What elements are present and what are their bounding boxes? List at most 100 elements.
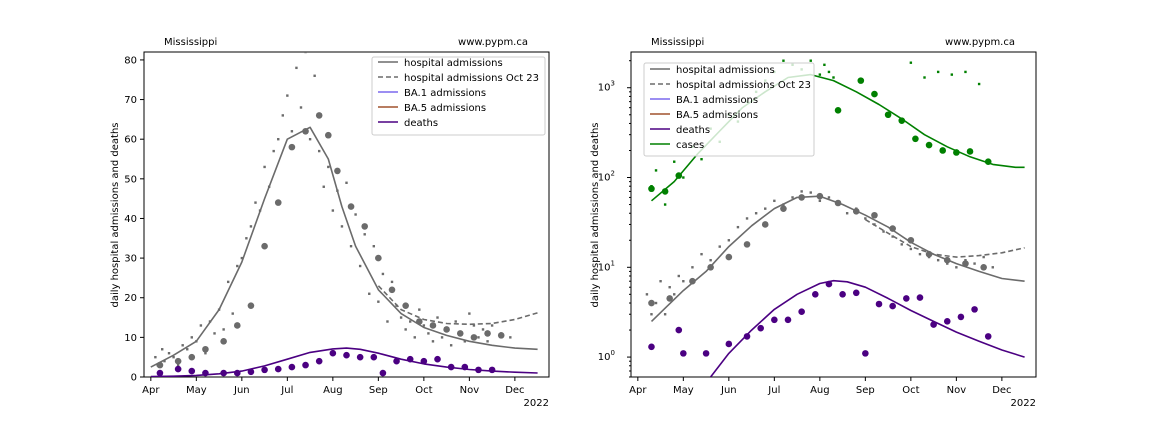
y-tick-label: 103 <box>598 80 615 94</box>
hospital-admissions-weekly-point <box>725 253 733 261</box>
right-axis-ticks: Apr May Jun Jul Aug Sep Oct Nov Dec 100 101 102 103 <box>598 60 1012 396</box>
legend-label: cases <box>676 140 704 151</box>
hospital-admissions-daily-point <box>727 239 731 242</box>
legend-label: BA.5 admissions <box>676 110 758 121</box>
hospital-admissions-daily-point <box>650 313 653 316</box>
hospital-admissions-daily-point <box>249 225 253 228</box>
hospital-admissions-weekly-point <box>429 322 437 329</box>
hospital-admissions-daily-point <box>327 165 330 169</box>
hospital-admissions-daily-point <box>973 262 976 265</box>
hospital-admissions-daily-point <box>691 266 694 269</box>
hospital-admissions-daily-point <box>718 245 721 248</box>
hospital-admissions-daily-point <box>882 230 885 233</box>
left-axis-ticks: Apr May Jun Jul Aug Sep Oct Nov Dec 0 10 20 30 40 50 60… <box>124 55 524 396</box>
left-data-layer <box>150 52 538 377</box>
cases-daily-point <box>654 169 658 172</box>
deaths-weekly-point <box>916 294 924 301</box>
hospital-admissions-daily-point <box>231 312 234 315</box>
hospital-admissions-daily-point <box>204 352 207 355</box>
x-tick-label: Jun <box>233 385 250 396</box>
hospital-admissions-daily-point <box>773 199 776 203</box>
hospital-admissions-daily-point <box>645 293 649 296</box>
hospital-admissions-weekly-point <box>288 143 296 151</box>
hospital-admissions-daily-point <box>668 286 671 289</box>
hospital-admissions-daily-point <box>454 320 457 323</box>
hospital-admissions-daily-point <box>381 272 385 276</box>
hospital-admissions-weekly-point <box>443 326 450 333</box>
hospital-admissions-daily-point <box>340 225 344 228</box>
hospital-admissions-weekly-point <box>470 334 478 341</box>
legend-label: BA.1 admissions <box>404 88 486 99</box>
hospital-admissions-weekly-point <box>247 302 255 309</box>
cases-weekly-point <box>648 185 655 193</box>
deaths-weekly-point <box>757 324 764 332</box>
hospital-admissions-daily-point <box>745 217 749 220</box>
x-tick-label: Oct <box>902 385 919 396</box>
legend-label: hospital admissions <box>676 65 775 76</box>
hospital-admissions-daily-point <box>199 324 203 327</box>
y-tick-label: 10 <box>124 333 137 344</box>
hospital-admissions-daily-point <box>281 114 284 117</box>
deaths-weekly-point <box>675 326 683 334</box>
x-tick-label: Jul <box>767 385 780 396</box>
hospital-admissions-weekly-point <box>324 131 332 139</box>
hospital-admissions-daily-point <box>936 258 940 262</box>
hospital-admissions-daily-point <box>477 336 480 339</box>
cases-daily-point <box>964 70 967 74</box>
x-tick-label: Apr <box>142 385 160 396</box>
deaths-weekly-point <box>329 349 337 357</box>
x-tick-label: Aug <box>323 385 343 396</box>
cases-daily-point <box>909 61 913 64</box>
hospital-admissions-daily-point <box>427 332 430 335</box>
legend-label: BA.1 admissions <box>676 95 758 106</box>
left-legend-box <box>371 56 546 136</box>
hospital-admissions-weekly-point <box>761 221 769 228</box>
hospital-admissions-daily-point <box>181 344 184 347</box>
hospital-admissions-daily-point <box>900 243 903 246</box>
left-source-label: www.pypm.ca <box>458 37 528 48</box>
hospital-admissions-weekly-point <box>315 112 323 119</box>
hospital-admissions-daily-point <box>422 324 426 327</box>
cases-daily-point <box>977 82 981 86</box>
hospital-admissions-daily-point <box>845 212 849 215</box>
hospital-admissions-daily-point <box>709 258 712 262</box>
y-tick-label: 40 <box>124 214 137 225</box>
hospital-admissions-weekly-point <box>484 330 491 337</box>
hospital-admissions-weekly-point <box>188 353 196 361</box>
hospital-admissions-daily-point <box>490 324 494 327</box>
hospital-admissions-daily-point <box>654 301 658 305</box>
cases-daily-point <box>823 63 826 67</box>
hospital-admissions-daily-point <box>190 336 193 339</box>
x-tick-label: Oct <box>415 385 432 396</box>
deaths-weekly-point <box>393 357 400 365</box>
hospital-admissions-daily-point <box>463 340 467 343</box>
cases-weekly-point <box>939 147 947 154</box>
hospital-admissions-daily-point <box>317 149 321 153</box>
cases-daily-point <box>827 70 831 74</box>
hospital-admissions-daily-point <box>440 336 444 339</box>
hospital-admissions-daily-point <box>682 280 685 283</box>
y-tick-label: 100 <box>598 349 615 363</box>
y-tick-label: 102 <box>598 170 615 184</box>
left-chart: Mississippi www.pypm.ca daily hospital a… <box>110 37 550 409</box>
hospital-admissions-daily-point <box>404 328 407 331</box>
hospital-admissions-daily-point <box>254 201 257 204</box>
x-tick-label: Apr <box>629 385 647 396</box>
hospital-admissions-daily-point <box>308 137 312 141</box>
hospital-admissions-daily-point <box>468 312 471 315</box>
legend-label: BA.5 admissions <box>404 103 486 114</box>
hospital-admissions-daily-point <box>982 255 985 259</box>
legend-label: hospital admissions Oct 23 <box>404 73 539 84</box>
hospital-admissions-daily-point <box>322 185 325 188</box>
hospital-admissions-daily-point <box>163 359 166 363</box>
hospital-admissions-daily-point <box>349 245 353 248</box>
hospital-admissions-daily-point <box>818 199 822 203</box>
deaths-weekly-point <box>743 333 751 340</box>
x-tick-label: Dec <box>992 385 1011 396</box>
cases-weekly-point <box>898 117 906 124</box>
hospital-admissions-daily-point <box>354 213 357 216</box>
hospital-admissions-weekly-point <box>334 167 341 175</box>
deaths-weekly-point <box>875 300 883 308</box>
deaths-weekly-point <box>852 289 860 297</box>
